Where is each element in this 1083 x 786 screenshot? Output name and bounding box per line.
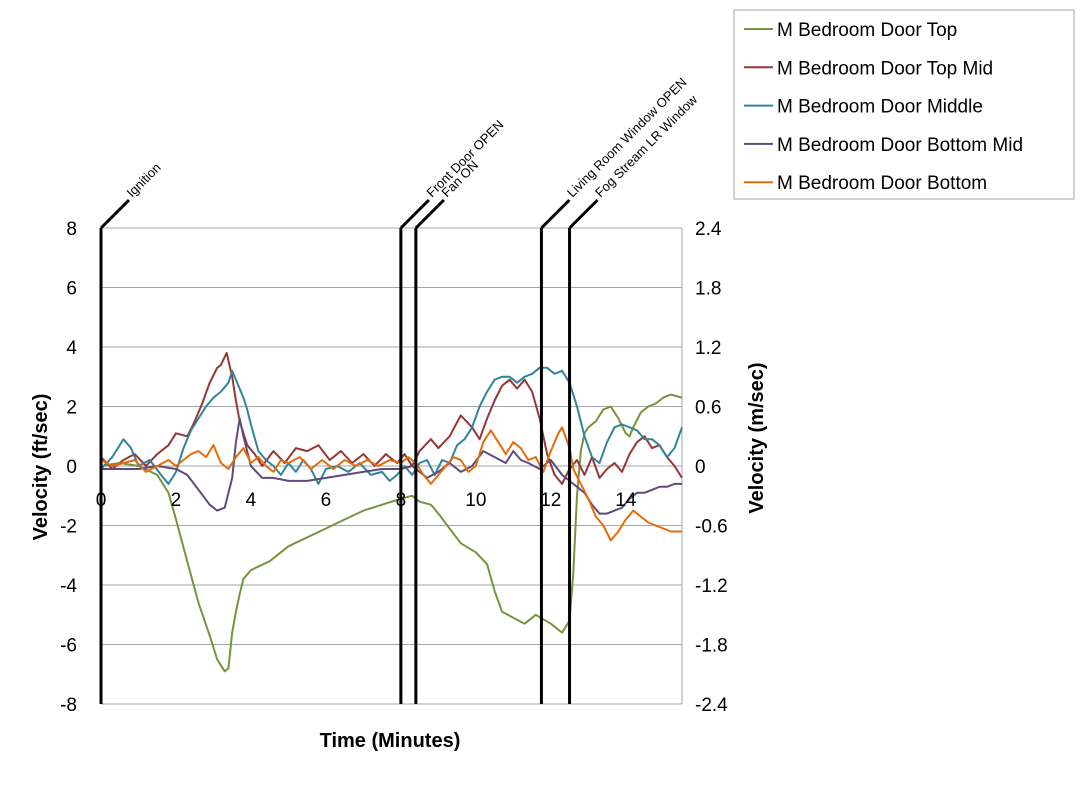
y2-axis-title: Velocity (m/sec): [746, 362, 768, 513]
series-line: [101, 417, 682, 515]
y-tick-label: 2: [66, 398, 77, 419]
y-axis-title: Velocity (ft/sec): [30, 394, 52, 541]
event-leader: [399, 198, 430, 230]
axis-tick-labels: 8 2.46 1.84 1.22 0.60 0-2 -0.6-4 -1.2-6 -1.8-8 -2…: [60, 219, 728, 716]
legend-label: M Bedroom Door Bottom: [777, 173, 987, 194]
y2-tick-label: 0: [695, 457, 706, 478]
y2-tick-label: -1.2: [695, 576, 728, 597]
event-leader: [568, 198, 599, 230]
x-axis-title: Time (Minutes): [320, 730, 461, 752]
y2-tick-label: -0.6: [695, 517, 728, 538]
x-tick-label: 2: [171, 490, 182, 511]
legend-label: M Bedroom Door Bottom Mid: [777, 135, 1023, 156]
legend-label: M Bedroom Door Middle: [777, 97, 983, 118]
y-tick-label: -6: [60, 636, 77, 657]
event-leader: [540, 198, 571, 230]
x-tick-label: 4: [246, 490, 257, 511]
legend: M Bedroom Door Top M Bedroom Door Top Mid…: [733, 9, 1075, 200]
y2-tick-label: 0.6: [695, 398, 721, 419]
event-leader: [414, 198, 445, 230]
event-label: Living Room Window OPEN: [564, 75, 690, 201]
x-tick-label: 14: [615, 490, 637, 511]
event-leader: [99, 198, 131, 230]
series-line: [100, 351, 683, 485]
series-lines: [100, 351, 683, 673]
event-label: Front Door OPEN: [423, 117, 506, 200]
y-tick-label: -8: [60, 695, 77, 716]
legend-box: [733, 9, 1075, 200]
y-tick-label: -2: [60, 517, 77, 538]
x-tick-label: 6: [321, 490, 332, 511]
y2-tick-label: 1.2: [695, 338, 721, 359]
y-tick-label: -4: [60, 576, 77, 597]
y-tick-label: 6: [66, 279, 77, 300]
x-tick-label: 10: [465, 490, 486, 511]
legend-label: M Bedroom Door Top Mid: [777, 58, 993, 79]
series-line: [100, 426, 682, 542]
y-tick-label: 8: [66, 219, 77, 240]
x-tick-label: 8: [396, 490, 407, 511]
gridlines: [101, 227, 683, 705]
y2-tick-label: -1.8: [695, 636, 728, 657]
y2-tick-label: 2.4: [695, 219, 722, 240]
y2-tick-label: 1.8: [695, 279, 721, 300]
legend-label: M Bedroom Door Top: [777, 20, 957, 41]
y-tick-label: 0: [66, 457, 77, 478]
x-tick-label: 12: [540, 490, 561, 511]
x-tick-label: 0: [96, 490, 107, 511]
event-label: Ignition: [124, 160, 164, 200]
y-tick-label: 4: [66, 338, 77, 359]
series-line: [100, 393, 683, 673]
y2-tick-label: -2.4: [695, 695, 728, 716]
